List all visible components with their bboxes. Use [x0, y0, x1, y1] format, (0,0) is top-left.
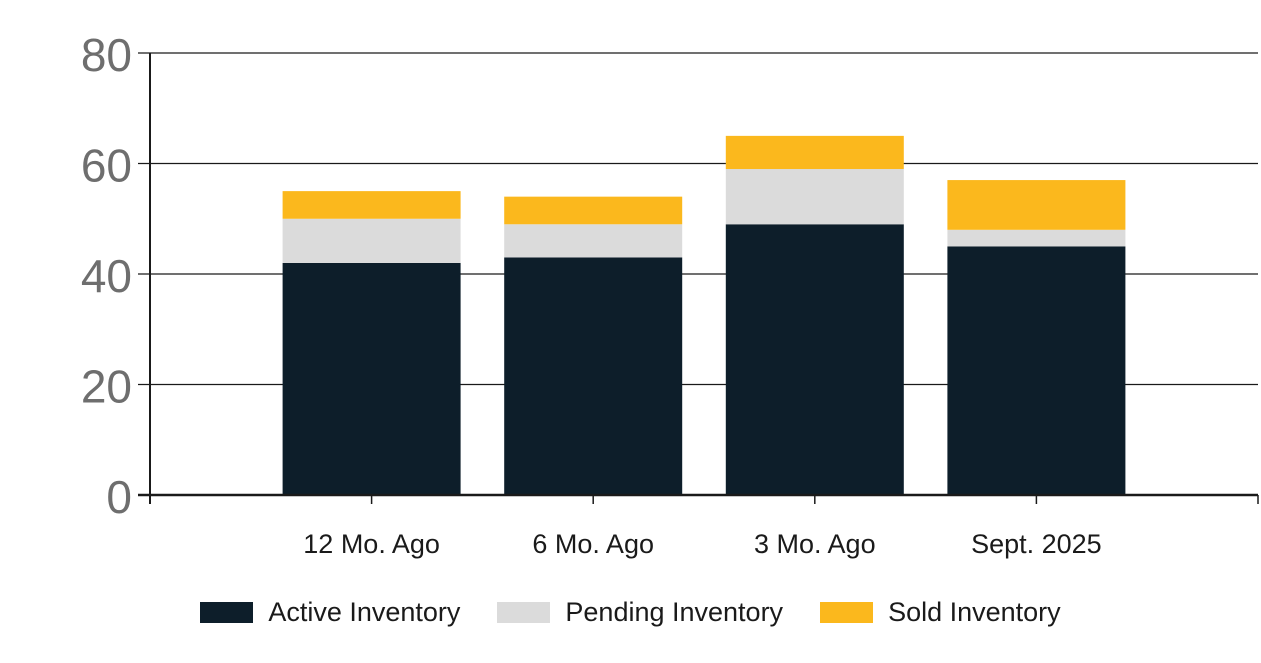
y-axis-tick-label: 60: [81, 139, 132, 191]
y-axis-tick-label: 80: [81, 29, 132, 81]
bar-segment-pending-inventory-3-mo-ago: [725, 169, 904, 225]
bar-segment-sold-inventory-6-mo-ago: [504, 196, 683, 225]
y-axis-tick-label: 0: [106, 471, 132, 523]
y-axis-tick-label: 20: [81, 360, 132, 412]
bar-segment-active-inventory-6-mo-ago: [504, 257, 683, 495]
legend-swatch-pending-inventory: [497, 602, 551, 623]
bar-segment-active-inventory-12-mo-ago: [282, 262, 461, 495]
legend-label-active-inventory: Active Inventory: [268, 597, 461, 627]
chart-legend: Active Inventory Pending Inventory Sold …: [0, 597, 1261, 628]
y-axis-tick-label: 40: [81, 250, 132, 302]
bar-segment-active-inventory-sept-2025: [947, 246, 1126, 495]
legend-item-sold-inventory: Sold Inventory: [820, 597, 1061, 628]
bar-segment-sold-inventory-12-mo-ago: [282, 191, 461, 219]
bar-segment-pending-inventory-6-mo-ago: [504, 224, 683, 258]
legend-swatch-sold-inventory: [820, 602, 874, 623]
bar-segment-pending-inventory-12-mo-ago: [282, 218, 461, 263]
bar-segment-sold-inventory-3-mo-ago: [725, 135, 904, 170]
legend-item-pending-inventory: Pending Inventory: [497, 597, 783, 628]
legend-swatch-active-inventory: [200, 602, 254, 623]
legend-item-active-inventory: Active Inventory: [200, 597, 460, 628]
legend-label-pending-inventory: Pending Inventory: [565, 597, 784, 627]
bar-segment-sold-inventory-sept-2025: [947, 180, 1126, 230]
x-axis-category-label: Sept. 2025: [971, 529, 1102, 559]
bar-segment-active-inventory-3-mo-ago: [725, 224, 904, 495]
x-axis-category-label: 12 Mo. Ago: [303, 529, 440, 559]
bar-segment-pending-inventory-sept-2025: [947, 229, 1126, 247]
x-axis-category-label: 3 Mo. Ago: [754, 529, 876, 559]
x-axis-category-label: 6 Mo. Ago: [532, 529, 654, 559]
legend-label-sold-inventory: Sold Inventory: [888, 597, 1061, 627]
